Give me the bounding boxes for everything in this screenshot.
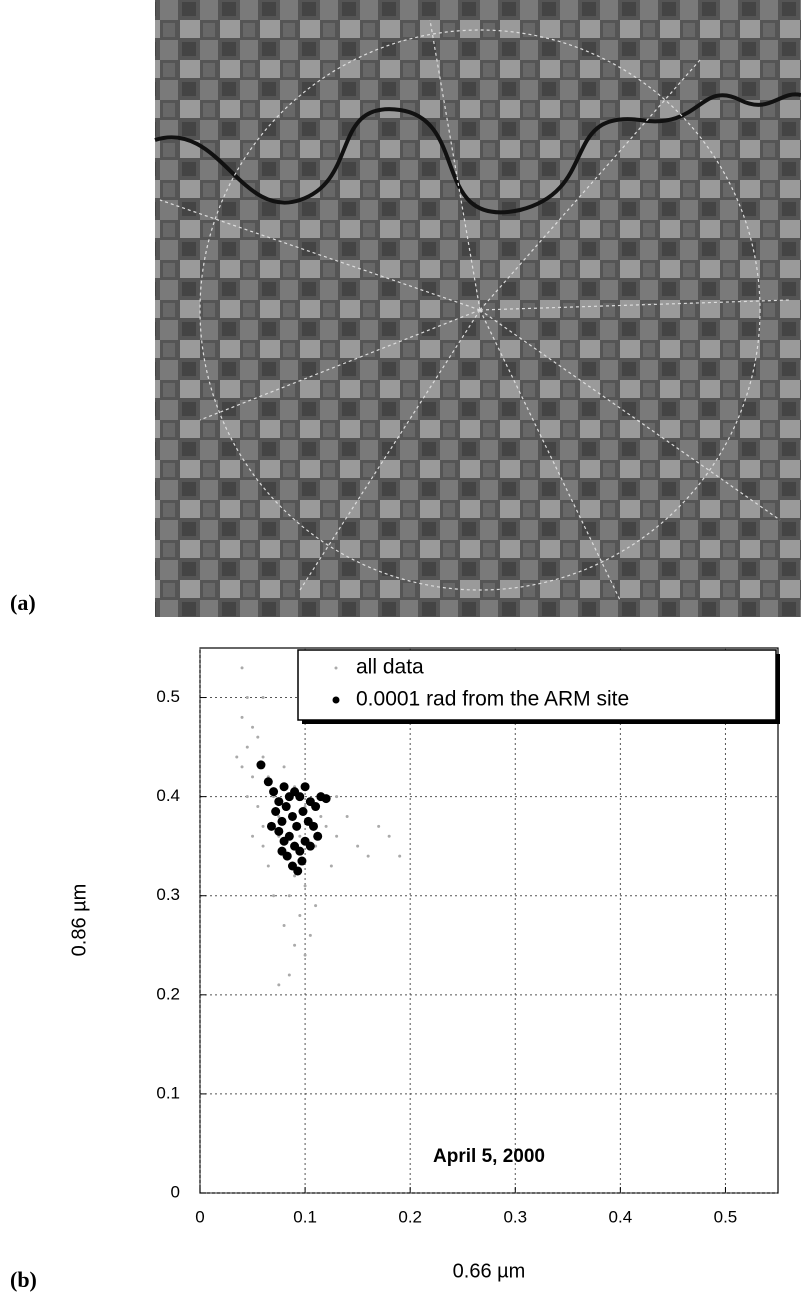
point [314,844,318,848]
legend-label: all data [356,656,424,679]
point [256,735,260,739]
point [271,807,281,816]
point [261,755,265,759]
point [251,725,255,729]
point [266,864,270,868]
point [269,787,279,797]
y-tick-label: 0 [171,1182,180,1201]
point [321,794,331,804]
plot-area [199,647,779,1194]
point [308,933,312,937]
point [356,844,360,848]
point [287,894,291,898]
point [287,811,297,821]
x-tick-label: 0 [195,1207,204,1226]
point [308,821,318,831]
point [398,854,402,858]
point [366,854,370,858]
point [284,831,294,841]
y-tick-label: 0.4 [156,786,180,805]
point [263,777,273,787]
point [251,775,255,779]
legend-marker [332,696,340,704]
point [293,874,297,878]
satellite-image [154,0,801,617]
point [240,666,244,670]
point [313,831,323,841]
point [277,814,281,818]
legend-box [297,649,777,721]
point [295,846,305,856]
x-axis-label: 0.66 µm [453,1260,526,1282]
point [256,805,260,809]
x-tick-label: 0.5 [714,1207,738,1226]
legend-marker [334,666,338,670]
y-axis-label: 0.86 µm [68,884,90,957]
y-tick-label: 0.3 [156,885,180,904]
point [298,807,308,816]
point [251,834,255,838]
y-tick-label: 0.5 [156,687,180,706]
point [300,782,310,792]
legend-label: 0.0001 rad from the ARM site [356,688,629,711]
point [303,884,307,888]
x-tick-label: 0.4 [609,1207,633,1226]
point [292,821,302,831]
point [319,814,323,818]
point [245,795,249,799]
point [305,841,315,851]
point [345,814,349,818]
point [335,795,339,799]
point [256,760,266,770]
panel-label: (b) [10,1267,37,1292]
point [377,824,381,828]
point [274,797,284,807]
point [277,846,287,856]
point [240,715,244,719]
point [240,765,244,769]
point [279,782,289,792]
point [324,824,328,828]
point [335,834,339,838]
point [293,943,297,947]
y-tick-label: 0.1 [156,1083,180,1102]
point [277,983,281,987]
annotation: April 5, 2000 [433,1146,545,1167]
point [261,696,265,700]
point [297,856,307,866]
point [298,914,302,918]
point [261,844,265,848]
point [303,953,307,957]
point [329,864,333,868]
point [245,745,249,749]
point [295,792,305,802]
point [261,824,265,828]
point [245,696,249,700]
point [272,894,276,898]
y-tick-label: 0.2 [156,984,180,1003]
point [287,973,291,977]
point [311,802,321,812]
point [387,834,391,838]
point [293,866,303,876]
x-tick-label: 0.2 [398,1207,422,1226]
point [314,904,318,908]
panel-label: (a) [10,590,36,615]
point [266,821,276,831]
point [282,765,286,769]
point [282,923,286,927]
x-tick-label: 0.3 [503,1207,527,1226]
x-tick-label: 0.1 [293,1207,317,1226]
point [277,816,287,826]
point [298,834,302,838]
point [274,826,284,836]
point [235,755,239,759]
point [281,802,291,812]
